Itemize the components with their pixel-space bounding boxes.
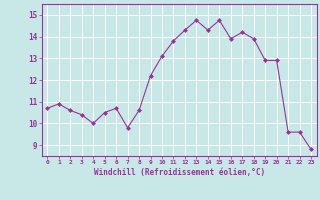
X-axis label: Windchill (Refroidissement éolien,°C): Windchill (Refroidissement éolien,°C) — [94, 168, 265, 177]
